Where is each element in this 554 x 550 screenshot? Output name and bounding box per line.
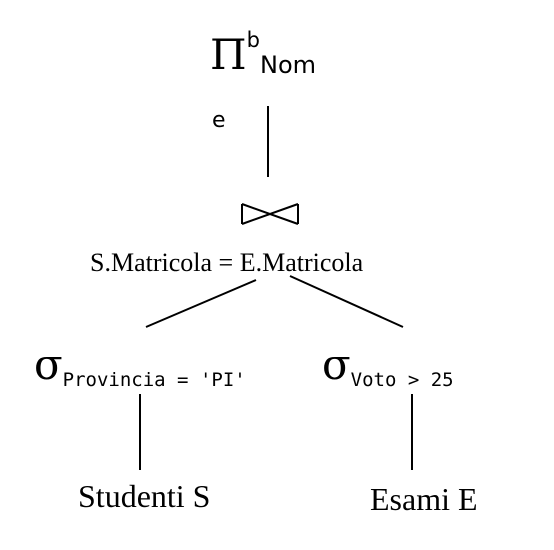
join-condition: S.Matricola = E.Matricola [90, 248, 364, 277]
edge-join-to-right-selection [289, 275, 404, 328]
selection-node-provincia: σProvincia = 'PI' [34, 344, 246, 390]
selection-symbol: σ [34, 340, 63, 389]
projection-node: ΠbNom [210, 30, 316, 79]
edge-join-to-left-selection [145, 279, 257, 328]
projection-superscript: b [246, 28, 260, 52]
selection-node-voto: σVoto > 25 [322, 344, 454, 390]
relation-studenti: Studenti S [78, 478, 211, 514]
selection-condition: Provincia = 'PI' [62, 369, 246, 391]
projection-annotation: e [212, 108, 226, 133]
relation-esami: Esami E [370, 481, 478, 517]
projection-symbol: Π [210, 30, 247, 79]
projection-attribute: Nom [259, 51, 316, 79]
join-icon [241, 203, 299, 225]
selection-symbol: σ [322, 340, 351, 389]
selection-condition: Voto > 25 [350, 369, 454, 391]
